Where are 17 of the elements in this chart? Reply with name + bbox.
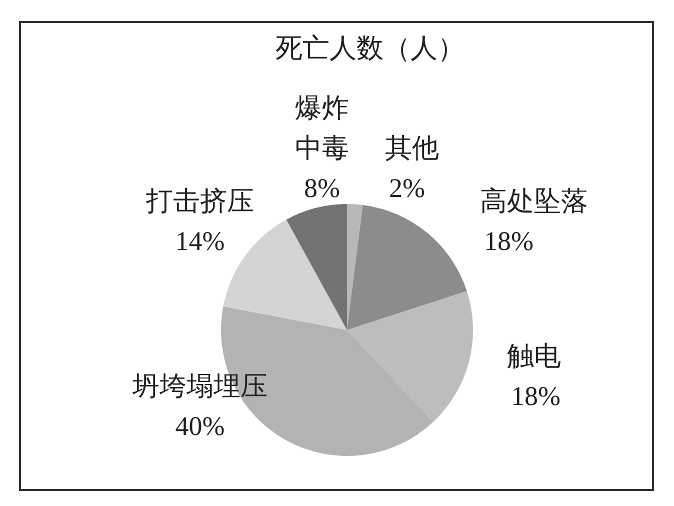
slice-label: 爆炸中毒	[295, 93, 349, 163]
chart-title: 死亡人数（人）	[276, 33, 464, 63]
pie-slice	[347, 204, 363, 330]
data-label: 8%	[304, 173, 340, 203]
pie-slice	[347, 204, 467, 330]
data-label: 14%	[175, 226, 225, 256]
pie-slice	[286, 204, 347, 330]
pie-slice	[223, 220, 347, 330]
slice-label: 触电	[507, 341, 561, 371]
data-label: 40%	[175, 411, 225, 441]
data-label: 18%	[511, 381, 560, 411]
slice-label: 其他	[385, 133, 439, 163]
slice-label: 坍垮塌埋压	[132, 371, 268, 401]
data-label: 2%	[389, 173, 425, 203]
data-label: 18%	[484, 226, 534, 256]
slice-label: 高处坠落	[480, 186, 588, 216]
slice-label: 打击挤压	[145, 186, 254, 216]
